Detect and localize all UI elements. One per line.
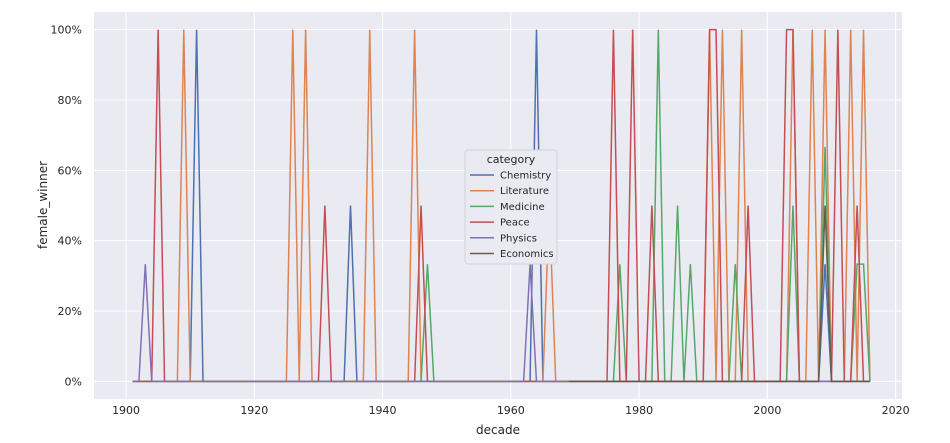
legend-label-medicine: Medicine: [500, 202, 545, 213]
legend-label-literature: Literature: [500, 186, 549, 197]
y-axis-label: female_winner: [36, 161, 50, 249]
x-tick-label: 1940: [369, 404, 397, 417]
y-tick-label: 60%: [58, 164, 82, 177]
legend-label-chemistry: Chemistry: [500, 171, 551, 182]
series-line-economics: [568, 205, 870, 383]
y-tick-label: 20%: [58, 305, 82, 318]
x-tick-label: 1980: [625, 404, 653, 417]
x-tick-label: 2020: [882, 404, 910, 417]
series-lines: [132, 28, 871, 383]
x-tick-label: 1920: [240, 404, 268, 417]
x-tick-label: 2000: [753, 404, 781, 417]
legend-title: category: [487, 153, 536, 166]
legend-label-peace: Peace: [500, 218, 530, 229]
legend: category Chemistry Literature Medicine Peac…: [464, 149, 558, 265]
legend-label-economics: Economics: [500, 249, 554, 260]
series-line-physics: [132, 264, 870, 383]
x-axis-label: decade: [476, 423, 520, 437]
y-tick-labels: 0% 20% 40% 60% 80% 100%: [51, 24, 82, 389]
legend-box: [464, 149, 558, 265]
series-line-medicine: [132, 29, 871, 383]
y-tick-label: 80%: [58, 94, 82, 107]
x-tick-label: 1960: [497, 404, 525, 417]
x-tick-labels: 1900 1920 1940 1960 1980 2000 2020: [112, 404, 910, 417]
legend-label-physics: Physics: [500, 233, 537, 244]
y-tick-label: 40%: [58, 235, 82, 248]
y-tick-label: 100%: [51, 24, 82, 37]
x-tick-label: 1900: [112, 404, 140, 417]
y-tick-label: 0%: [65, 375, 82, 388]
